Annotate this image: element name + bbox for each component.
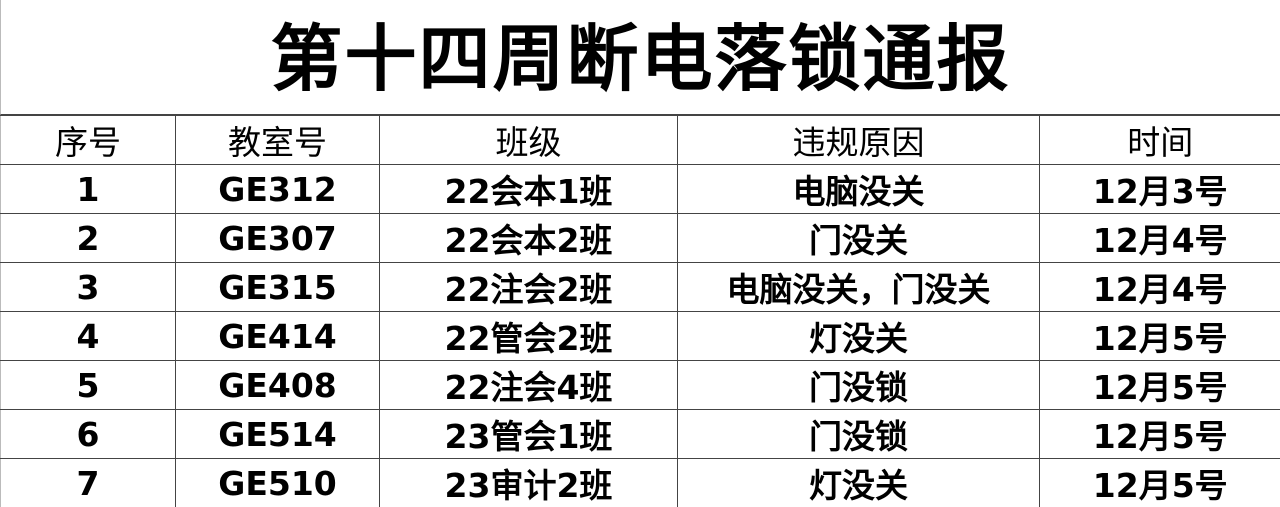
cell-reason: 灯没关 bbox=[678, 312, 1040, 361]
header-row: 序号 教室号 班级 违规原因 时间 bbox=[1, 116, 1280, 165]
cell-class: 22注会2班 bbox=[380, 263, 678, 312]
header-class: 班级 bbox=[380, 116, 678, 165]
cell-room: GE315 bbox=[176, 263, 380, 312]
cell-time: 12月3号 bbox=[1040, 165, 1280, 214]
cell-time: 12月4号 bbox=[1040, 263, 1280, 312]
cell-class: 22会本1班 bbox=[380, 165, 678, 214]
cell-class: 22管会2班 bbox=[380, 312, 678, 361]
cell-reason: 门没锁 bbox=[678, 410, 1040, 459]
cell-reason: 灯没关 bbox=[678, 459, 1040, 507]
header-index: 序号 bbox=[1, 116, 176, 165]
cell-index: 5 bbox=[1, 361, 176, 410]
cell-class: 23管会1班 bbox=[380, 410, 678, 459]
cell-room: GE414 bbox=[176, 312, 380, 361]
cell-time: 12月5号 bbox=[1040, 459, 1280, 507]
header-room: 教室号 bbox=[176, 116, 380, 165]
cell-time: 12月5号 bbox=[1040, 361, 1280, 410]
cell-reason: 门没关 bbox=[678, 214, 1040, 263]
cell-class: 23审计2班 bbox=[380, 459, 678, 507]
cell-reason: 门没锁 bbox=[678, 361, 1040, 410]
cell-room: GE312 bbox=[176, 165, 380, 214]
cell-index: 4 bbox=[1, 312, 176, 361]
document-title: 第十四周断电落锁通报 bbox=[0, 0, 1280, 115]
cell-class: 22注会4班 bbox=[380, 361, 678, 410]
cell-index: 6 bbox=[1, 410, 176, 459]
cell-room: GE408 bbox=[176, 361, 380, 410]
cell-time: 12月5号 bbox=[1040, 312, 1280, 361]
cell-index: 3 bbox=[1, 263, 176, 312]
cell-room: GE307 bbox=[176, 214, 380, 263]
cell-room: GE510 bbox=[176, 459, 380, 507]
cell-room: GE514 bbox=[176, 410, 380, 459]
cell-reason: 电脑没关 bbox=[678, 165, 1040, 214]
cell-index: 2 bbox=[1, 214, 176, 263]
cell-index: 7 bbox=[1, 459, 176, 507]
header-reason: 违规原因 bbox=[678, 116, 1040, 165]
cell-time: 12月5号 bbox=[1040, 410, 1280, 459]
header-time: 时间 bbox=[1040, 116, 1280, 165]
cell-reason: 电脑没关，门没关 bbox=[678, 263, 1040, 312]
cell-class: 22会本2班 bbox=[380, 214, 678, 263]
cell-index: 1 bbox=[1, 165, 176, 214]
cell-time: 12月4号 bbox=[1040, 214, 1280, 263]
